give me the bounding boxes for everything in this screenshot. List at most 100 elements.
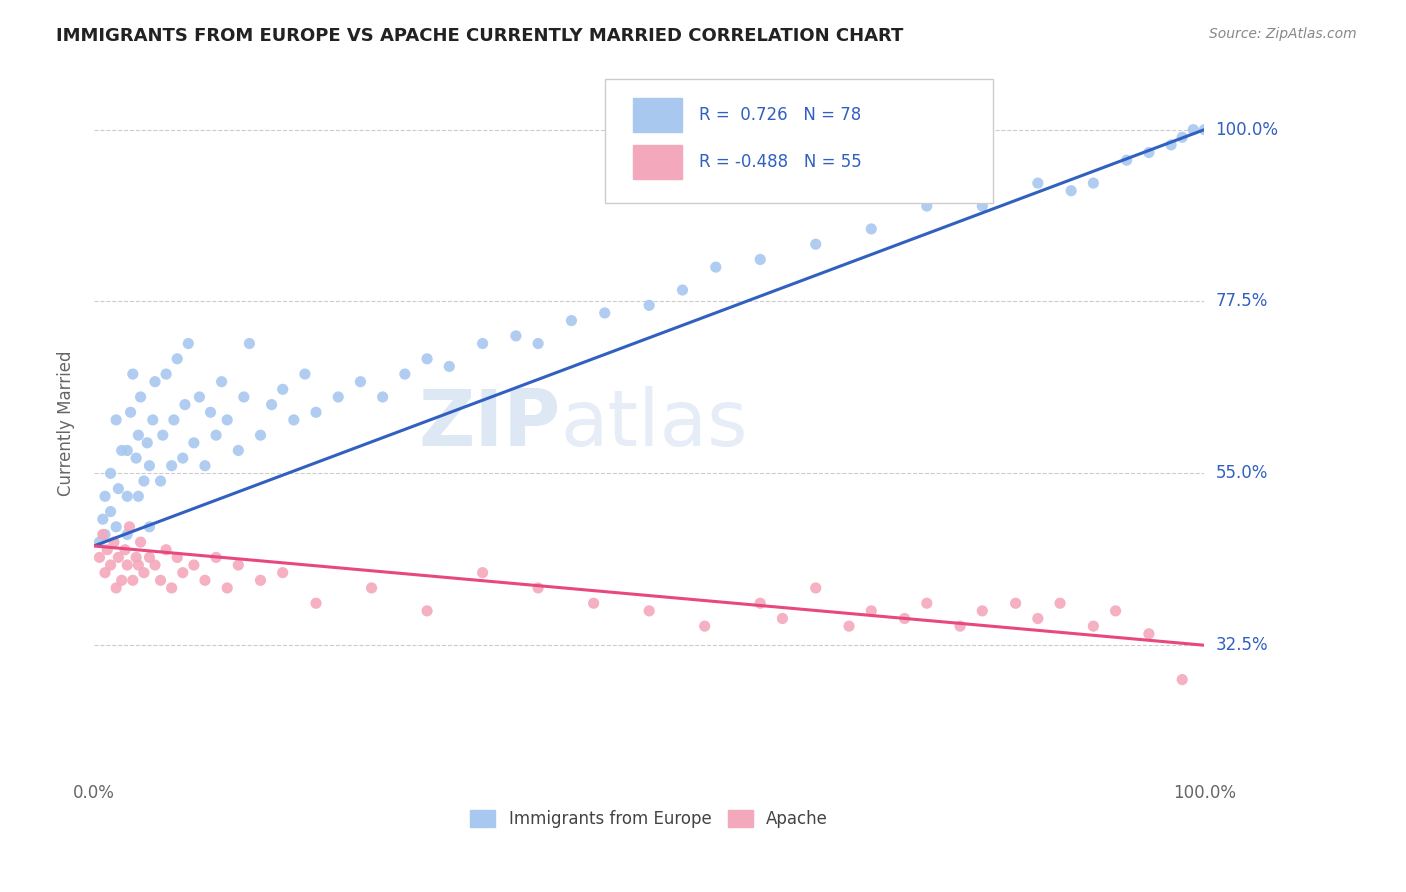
Point (94, 489, 117, 503)
Point (152, 428, 174, 442)
Point (949, 619, 972, 633)
Point (1115, 153, 1137, 168)
Point (100, 505, 122, 519)
Text: R =  0.726   N = 78: R = 0.726 N = 78 (699, 106, 862, 124)
Bar (633, 98, 682, 132)
Point (172, 566, 194, 580)
Text: 77.5%: 77.5% (1216, 293, 1268, 310)
Point (638, 604, 661, 618)
Point (1049, 596, 1071, 610)
Point (416, 604, 439, 618)
Point (232, 390, 254, 404)
Point (471, 566, 494, 580)
Point (915, 199, 938, 213)
Point (217, 413, 239, 427)
Point (127, 489, 149, 503)
Point (194, 458, 217, 473)
Point (915, 596, 938, 610)
Point (188, 390, 211, 404)
Point (96, 542, 118, 557)
Point (860, 222, 883, 236)
Text: atlas: atlas (561, 385, 748, 462)
Point (118, 520, 141, 534)
Bar (633, 145, 682, 178)
Y-axis label: Currently Married: Currently Married (58, 351, 75, 497)
Point (138, 458, 160, 473)
Point (117, 489, 139, 503)
Point (1004, 596, 1026, 610)
Point (103, 535, 125, 549)
Point (125, 550, 148, 565)
Point (205, 550, 228, 565)
Point (166, 550, 188, 565)
Point (172, 451, 194, 466)
Point (305, 405, 328, 419)
Point (100, 467, 122, 481)
Point (107, 550, 129, 565)
Point (149, 574, 172, 588)
Point (183, 435, 205, 450)
Point (1171, 673, 1194, 687)
Point (129, 390, 152, 404)
Point (749, 252, 772, 267)
Point (117, 443, 139, 458)
Point (527, 336, 550, 351)
Point (749, 596, 772, 610)
Point (136, 435, 159, 450)
Point (194, 574, 217, 588)
Point (226, 443, 249, 458)
Text: Source: ZipAtlas.com: Source: ZipAtlas.com (1209, 27, 1357, 41)
Point (1026, 176, 1049, 190)
Point (166, 351, 188, 366)
Point (100, 558, 122, 572)
Point (560, 313, 582, 327)
Point (138, 550, 160, 565)
Point (160, 581, 183, 595)
Text: R = -0.488   N = 55: R = -0.488 N = 55 (699, 153, 862, 170)
Point (249, 428, 271, 442)
Point (143, 558, 166, 572)
Point (94, 527, 117, 541)
Point (91, 527, 114, 541)
Point (305, 596, 328, 610)
Point (471, 336, 494, 351)
Point (105, 520, 128, 534)
Point (804, 237, 827, 252)
Point (283, 413, 305, 427)
Point (1026, 611, 1049, 625)
Point (582, 596, 605, 610)
Point (527, 581, 550, 595)
Point (155, 367, 177, 381)
Point (121, 367, 143, 381)
Point (163, 413, 186, 427)
Point (1137, 627, 1160, 641)
Text: IMMIGRANTS FROM EUROPE VS APACHE CURRENTLY MARRIED CORRELATION CHART: IMMIGRANTS FROM EUROPE VS APACHE CURRENT… (56, 27, 904, 45)
Point (129, 535, 152, 549)
Point (117, 527, 139, 541)
Point (121, 574, 143, 588)
Point (226, 558, 249, 572)
Text: 100.0%: 100.0% (1216, 120, 1278, 138)
Point (693, 619, 716, 633)
Point (593, 306, 616, 320)
Point (804, 581, 827, 595)
Point (838, 619, 860, 633)
Point (1171, 130, 1194, 145)
Point (127, 558, 149, 572)
Point (89, 535, 111, 549)
Point (183, 558, 205, 572)
Text: ZIP: ZIP (418, 385, 561, 462)
Point (416, 351, 439, 366)
Point (972, 199, 994, 213)
Point (893, 611, 915, 625)
Point (160, 458, 183, 473)
Point (132, 474, 155, 488)
Point (1137, 145, 1160, 160)
Point (142, 413, 165, 427)
Point (155, 542, 177, 557)
Point (770, 611, 793, 625)
Point (107, 482, 129, 496)
Point (1083, 176, 1105, 190)
Point (505, 329, 527, 343)
Text: 55.0%: 55.0% (1216, 465, 1268, 483)
